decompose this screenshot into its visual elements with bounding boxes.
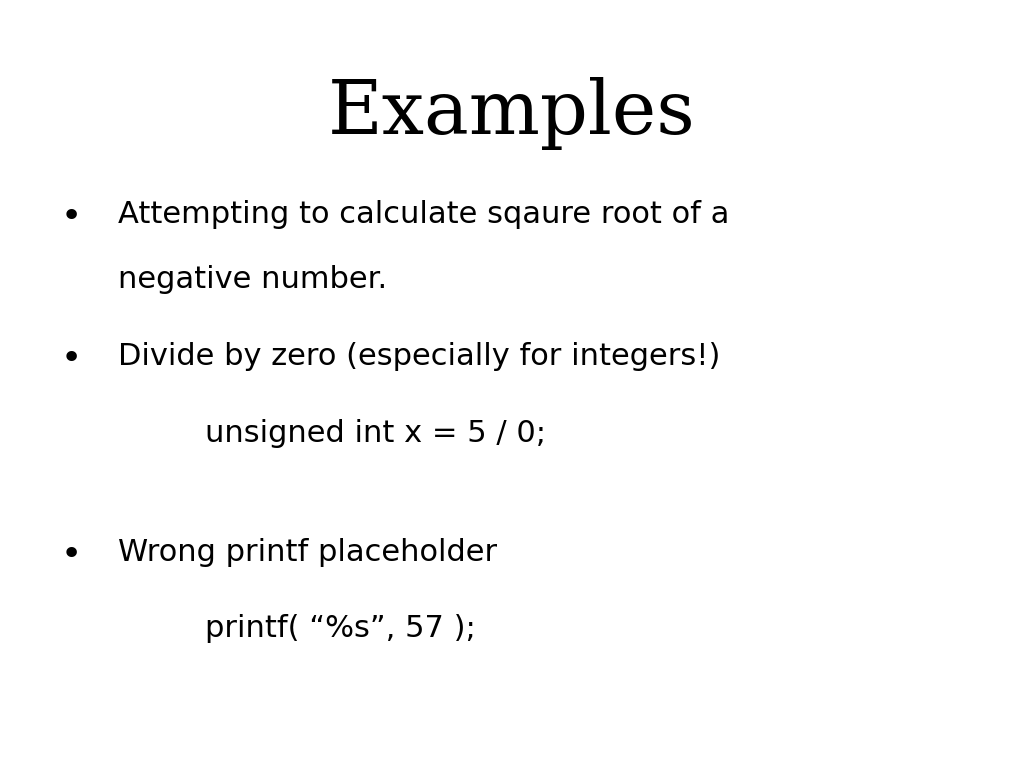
Text: Examples: Examples	[328, 77, 696, 150]
Text: Wrong printf placeholder: Wrong printf placeholder	[118, 538, 497, 567]
Text: •: •	[61, 200, 82, 233]
Text: printf( “%s”, 57 );: printf( “%s”, 57 );	[205, 614, 475, 644]
Text: negative number.: negative number.	[118, 265, 387, 294]
Text: unsigned int x = 5 / 0;: unsigned int x = 5 / 0;	[205, 419, 546, 448]
Text: Attempting to calculate sqaure root of a: Attempting to calculate sqaure root of a	[118, 200, 729, 229]
Text: Divide by zero (especially for integers!): Divide by zero (especially for integers!…	[118, 342, 720, 371]
Text: •: •	[61, 342, 82, 376]
Text: •: •	[61, 538, 82, 571]
